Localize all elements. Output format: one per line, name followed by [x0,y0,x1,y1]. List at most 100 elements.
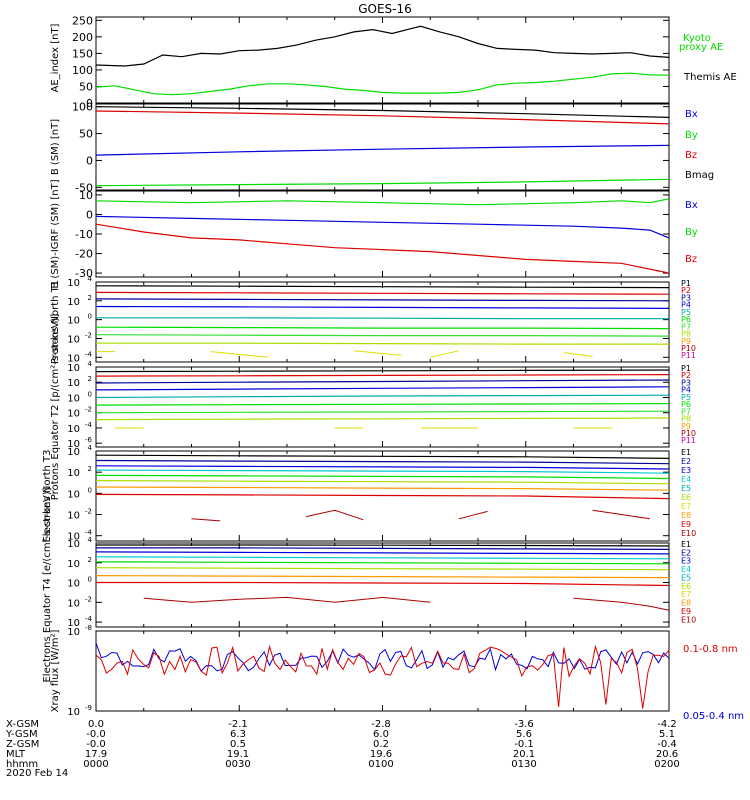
channel-label: E8 [681,599,691,608]
y-tick-label: 10 [67,424,80,435]
channel-label: P10 [681,344,696,353]
panel-protons-equator-t2: 10 -6 10 -4 10 -2 10 0 10 2 10 4 Protons Equator T2 … [50,314,696,501]
y-tick-label: 0 [86,208,93,221]
channel-label: P4 [681,386,691,395]
y-tick-exponent: -2 [85,406,92,414]
series-bz [95,223,670,274]
y-tick-label: 10 [67,297,80,308]
series-e3 [95,551,670,555]
ephemeris-value: -0.1 [514,739,534,750]
y-tick-label: 10 [67,618,80,629]
channel-label: P10 [681,429,696,438]
series-p7 [95,334,670,337]
channel-label: E5 [681,484,691,493]
ephemeris-value: 0.5 [230,739,246,750]
channel-label: P6 [681,400,691,409]
y-tick-label: 10 [67,489,80,500]
legend-by: By [685,130,698,141]
y-tick-label: 10 [67,511,80,522]
y-tick-label: 10 [67,409,80,420]
panel-frame [95,190,670,278]
legend-bmag: Bmag [685,170,714,181]
y-tick-label: 10 [67,539,80,550]
ephemeris-row-label: Y-GSM [5,729,38,740]
panel-frame [95,366,670,448]
series-fragment [143,596,431,603]
legend-kyoto: Kyoto [683,33,711,44]
date-label: 2020 Feb 14 [6,768,68,779]
ephemeris-row-label: hhmm [6,759,38,770]
series-e5 [95,561,670,565]
y-tick-label: 0 [86,97,93,110]
legend-igrf-bz: Bz [685,254,697,265]
y-tick-label: 10 [67,627,80,638]
ephemeris-value: -0.0 [86,739,106,750]
y-tick-label: 10 [67,393,80,404]
channel-label: E2 [681,457,691,466]
y-tick-label: 10 [67,559,80,570]
y-tick-label: 100 [72,101,93,114]
series-p5 [95,394,670,399]
y-tick-label: 10 [67,579,80,590]
ephemeris-value: -3.6 [514,719,534,730]
channel-label: P7 [681,407,691,416]
y-tick-label: 10 [67,378,80,389]
y-tick-label: 10 [67,598,80,609]
channel-label: E10 [681,615,696,624]
series-e6 [95,480,670,485]
channel-label: E5 [681,573,691,582]
series-fragment [592,509,650,520]
channel-label: E7 [681,502,691,511]
channel-label: E1 [681,448,691,457]
figure-title: GOES-16 [358,2,412,16]
channel-label: P1 [681,279,691,288]
series-fragment [573,597,670,611]
ephemeris-value: 0.2 [373,739,389,750]
series-bx [95,144,670,156]
series-e5 [95,474,670,480]
ephemeris-value: 20.6 [656,749,678,760]
series-p8 [95,417,670,421]
channel-label: E3 [681,466,691,475]
series-fragment [458,510,488,520]
channel-label: P7 [681,322,691,331]
ephemeris-value: 6.3 [230,729,246,740]
ephemeris-value: 5.1 [659,729,675,740]
y-tick-exponent: 0 [88,576,92,584]
series-e3 [95,465,670,470]
channel-label: E3 [681,557,691,566]
y-tick-label: 10 [67,316,80,327]
channel-label: P2 [681,371,691,380]
series-fragment [430,350,460,358]
ephemeris-value: 0000 [83,759,108,770]
y-tick-label: 200 [72,31,93,44]
ephemeris-value: -2.1 [228,719,248,730]
series-e4 [95,469,670,474]
channel-label: P6 [681,315,691,324]
y-tick-exponent: 2 [88,556,92,564]
series-bz [95,110,670,125]
series-fragment [210,351,268,358]
y-tick-label: 10 [67,532,80,543]
panel-electrons-equator-t4: 10 -4 10 -2 10 0 10 2 10 4 Electrons Equator T4 [e… [42,487,696,682]
series-p2 [95,374,670,377]
legend-igrf-by: By [685,227,698,238]
series-e4 [95,556,670,560]
y-tick-exponent: -4 [85,615,93,623]
channel-label: P2 [681,286,691,295]
channel-label: E9 [681,520,691,529]
ephemeris-value: -2.8 [371,719,391,730]
ephemeris-value: 0030 [225,759,250,770]
y-tick-exponent: -6 [85,436,93,444]
y-tick-exponent: -2 [85,595,92,603]
ephemeris-value: 19.6 [370,749,392,760]
y-tick-label: 250 [72,14,93,27]
y-tick-exponent: 4 [88,275,93,283]
series-e1 [95,454,670,459]
ephemeris-value: -0.0 [86,729,106,740]
channel-label: P9 [681,337,691,346]
series-fragment [563,352,593,357]
y-tick-label: 10 [67,353,80,364]
